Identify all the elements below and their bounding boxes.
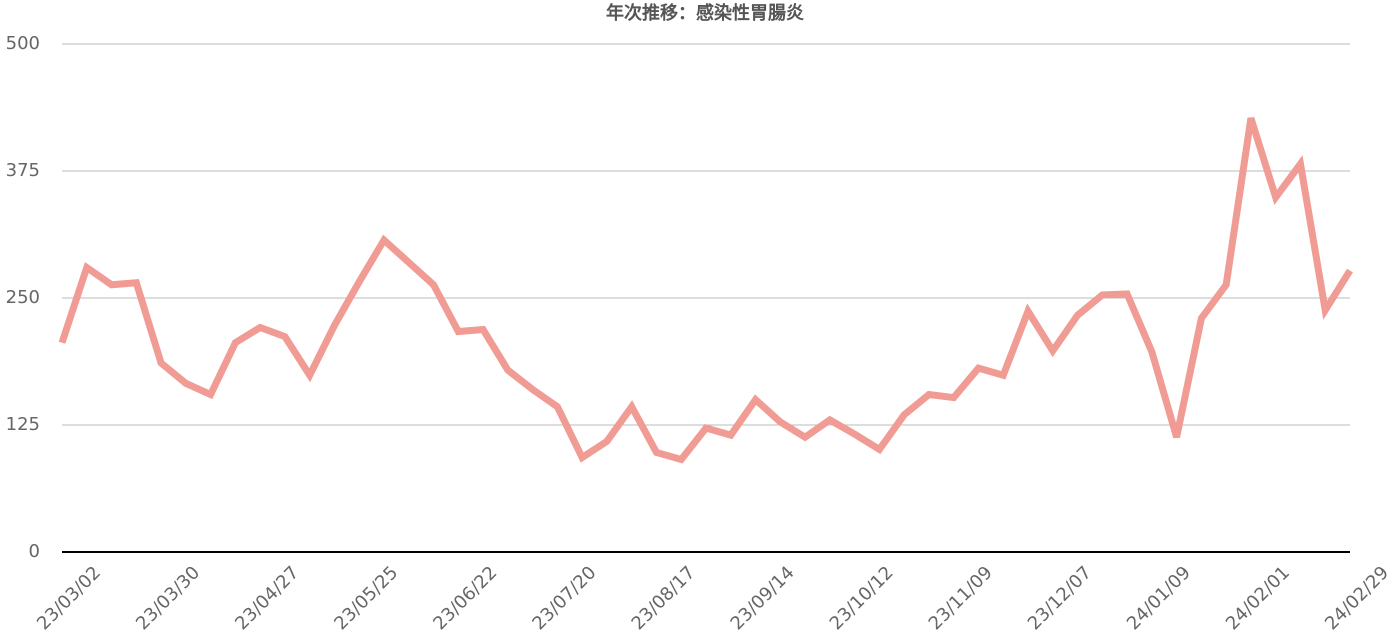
- y-tick-label: 375: [6, 160, 40, 181]
- x-tick-label: 23/06/22: [429, 562, 501, 634]
- x-tick-label: 23/08/17: [628, 562, 700, 634]
- x-tick-label: 24/01/09: [1123, 562, 1195, 634]
- x-tick-label: 23/03/02: [33, 562, 105, 634]
- data-line: [58, 117, 1353, 464]
- x-tick-label: 23/12/07: [1024, 562, 1096, 634]
- y-tick-label: 0: [29, 541, 40, 562]
- chart-title: 年次推移：感染性胃腸炎: [606, 2, 804, 24]
- x-tick-label: 23/09/14: [727, 562, 799, 634]
- x-tick-label: 23/11/09: [925, 562, 997, 634]
- x-tick-label: 23/07/20: [528, 562, 600, 634]
- x-tick-label: 24/02/29: [1321, 562, 1392, 634]
- x-tick-label: 24/02/01: [1222, 562, 1294, 634]
- x-tick-label: 23/10/12: [826, 562, 898, 634]
- y-tick-label: 125: [6, 414, 40, 435]
- y-tick-label: 250: [6, 287, 40, 308]
- x-tick-label: 23/03/30: [132, 562, 204, 634]
- y-tick-label: 500: [6, 33, 40, 54]
- x-tick-label: 23/04/27: [231, 562, 303, 634]
- x-tick-label: 23/05/25: [330, 562, 402, 634]
